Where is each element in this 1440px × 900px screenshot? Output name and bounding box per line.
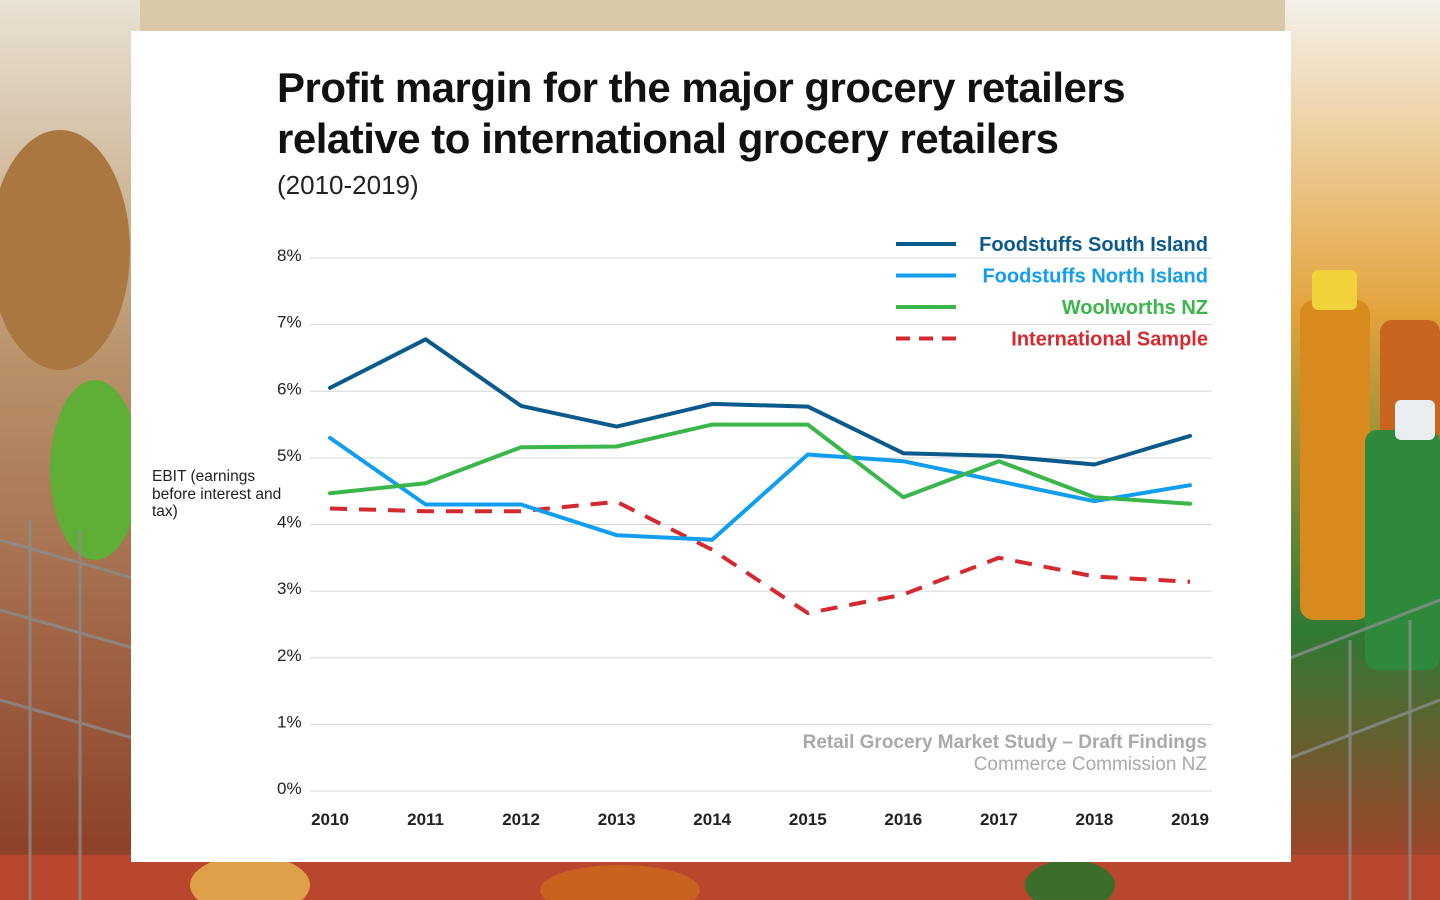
y-tick-label: 6% [277,379,302,398]
series-line-woolworths-nz [328,422,1192,506]
series-line-foodstuffs-south-island [328,337,1192,467]
legend-label: Foodstuffs South Island [979,234,1208,256]
source-note: Retail Grocery Market Study – Draft Find… [803,732,1207,776]
x-tick-label: 2014 [693,810,731,829]
y-axis-label: EBIT (earnings before interest and tax) [152,468,282,520]
y-tick-label: 5% [277,446,302,465]
x-tick-label: 2010 [311,810,349,829]
chart-card [131,31,1291,862]
source-study: Retail Grocery Market Study – Draft Find… [802,732,1207,753]
y-tick-label: 1% [277,712,302,731]
x-tick-label: 2013 [598,810,636,829]
x-tick-label: 2015 [789,810,827,829]
x-tick-label: 2016 [884,810,922,829]
x-tick-label: 2011 [407,810,444,829]
chart-subtitle: (2010-2019) [277,170,419,200]
x-tick-label: 2018 [1076,810,1114,829]
y-tick-label: 2% [277,646,302,665]
x-tick-label: 2012 [502,810,540,829]
x-tick-label: 2017 [980,810,1018,829]
series-line-foodstuffs-north-island [328,435,1192,542]
y-tick-label: 4% [277,513,302,532]
x-tick-label: 2019 [1171,810,1209,829]
legend-label: Woolworths NZ [1062,297,1208,319]
series-line-international-sample [329,499,1191,616]
chart-title: Profit margin for the major grocery reta… [277,64,1126,162]
y-tick-label: 8% [277,246,302,265]
y-tick-label: 7% [277,313,302,332]
y-tick-label: 3% [277,579,302,598]
y-tick-label: 0% [277,779,302,798]
source-organisation: Commerce Commission NZ [973,754,1207,775]
legend-label: International Sample [1011,329,1208,351]
legend-label: Foodstuffs North Island [982,266,1208,288]
